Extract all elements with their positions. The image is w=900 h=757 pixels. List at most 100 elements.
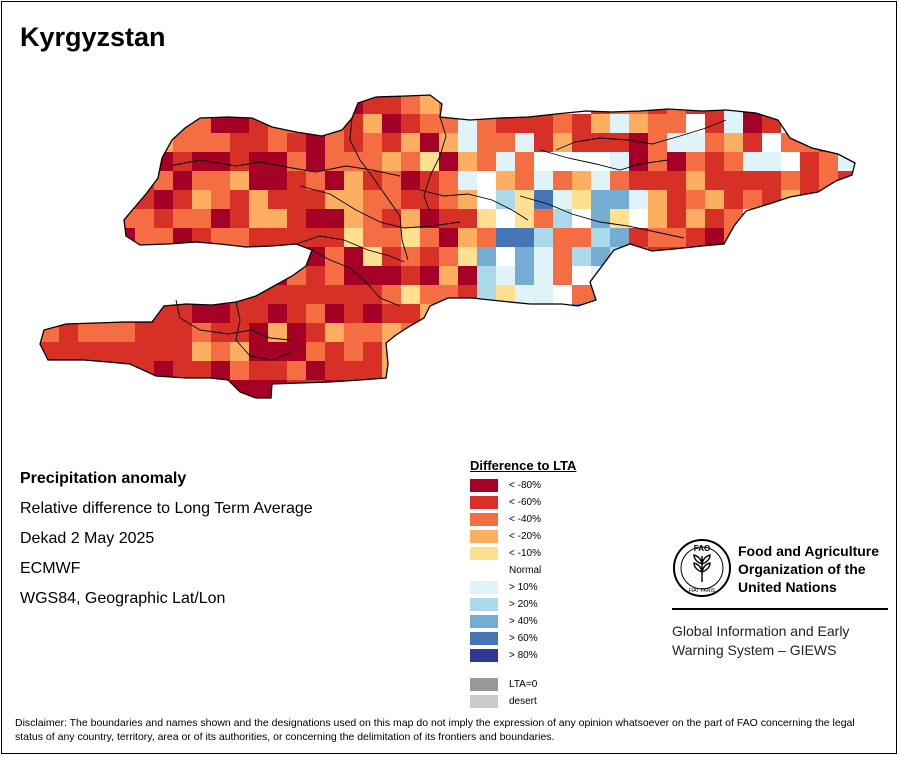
anomaly-cell [344, 133, 363, 152]
anomaly-cell [800, 361, 819, 380]
anomaly-cell [382, 342, 401, 361]
anomaly-cell [401, 380, 420, 398]
anomaly-cell [667, 171, 686, 190]
anomaly-cell [477, 114, 496, 133]
anomaly-cell [97, 304, 116, 323]
anomaly-cell [800, 342, 819, 361]
anomaly-cell [230, 114, 249, 133]
anomaly-cell [230, 342, 249, 361]
anomaly-cell [458, 133, 477, 152]
anomaly-cell [762, 323, 781, 342]
anomaly-cell [610, 228, 629, 247]
anomaly-cell [135, 190, 154, 209]
oblast-border [235, 301, 293, 361]
legend-extra-item-row: LTA=0 [470, 676, 576, 693]
anomaly-cell [97, 190, 116, 209]
anomaly-cell [857, 209, 876, 228]
anomaly-cell [116, 342, 135, 361]
anomaly-cell [781, 304, 800, 323]
anomaly-cell [135, 152, 154, 171]
anomaly-cell [439, 152, 458, 171]
legend-item-label: < -10% [509, 548, 541, 559]
anomaly-cell [135, 380, 154, 398]
anomaly-cell [838, 304, 855, 323]
anomaly-cell [686, 342, 705, 361]
anomaly-cell [857, 399, 876, 418]
anomaly-cell [800, 323, 819, 342]
anomaly-cell [78, 152, 97, 171]
anomaly-cell [629, 171, 648, 190]
anomaly-cell [838, 266, 855, 285]
anomaly-cell [59, 171, 78, 190]
anomaly-cell [344, 380, 363, 398]
anomaly-cell [857, 342, 876, 361]
anomaly-cell [458, 399, 477, 418]
anomaly-cell [800, 266, 819, 285]
anomaly-cell [477, 190, 496, 209]
anomaly-cell [382, 190, 401, 209]
anomaly-cell [686, 152, 705, 171]
anomaly-cell [78, 323, 97, 342]
anomaly-cell [724, 133, 743, 152]
anomaly-cell [496, 285, 515, 304]
anomaly-cell [705, 285, 724, 304]
anomaly-cell [401, 133, 420, 152]
anomaly-cell [211, 247, 230, 266]
anomaly-cell [78, 247, 97, 266]
anomaly-cell [154, 323, 173, 342]
anomaly-cell [420, 133, 439, 152]
anomaly-cell [230, 171, 249, 190]
anomaly-cell [116, 190, 135, 209]
anomaly-cell [439, 342, 458, 361]
anomaly-cell [743, 152, 762, 171]
anomaly-cell [401, 342, 420, 361]
anomaly-cell [363, 114, 382, 133]
anomaly-cell [819, 190, 838, 209]
anomaly-cell [192, 171, 211, 190]
anomaly-cell [401, 285, 420, 304]
anomaly-cell [515, 209, 534, 228]
anomaly-cell [306, 133, 325, 152]
anomaly-cell [135, 247, 154, 266]
anomaly-cell [477, 209, 496, 228]
anomaly-cell [686, 171, 705, 190]
anomaly-cell [477, 133, 496, 152]
anomaly-cell [610, 152, 629, 171]
anomaly-cell [819, 114, 838, 133]
anomaly-cell [496, 247, 515, 266]
legend-title: Difference to LTA [470, 458, 577, 473]
anomaly-cell [40, 209, 59, 228]
anomaly-cell [325, 342, 344, 361]
anomaly-cell [686, 190, 705, 209]
anomaly-cell [629, 209, 648, 228]
anomaly-cell [477, 228, 496, 247]
anomaly-cell [401, 247, 420, 266]
anomaly-cell [553, 114, 572, 133]
anomaly-cell [496, 114, 515, 133]
anomaly-cell [553, 380, 572, 398]
anomaly-cell [420, 209, 439, 228]
anomaly-cell [591, 114, 610, 133]
anomaly-cell [629, 361, 648, 380]
anomaly-cell [781, 228, 800, 247]
anomaly-cell [230, 152, 249, 171]
anomaly-cell [192, 266, 211, 285]
anomaly-cell [800, 304, 819, 323]
oblast-border [299, 185, 461, 229]
anomaly-cell [382, 380, 401, 398]
anomaly-cell [439, 399, 458, 418]
anomaly-cell [686, 323, 705, 342]
anomaly-cell [591, 304, 610, 323]
anomaly-cell [819, 133, 838, 152]
anomaly-cell [287, 323, 306, 342]
anomaly-cell [819, 304, 838, 323]
anomaly-cell [306, 361, 325, 380]
anomaly-cell [610, 380, 629, 398]
anomaly-cell [610, 342, 629, 361]
anomaly-cell [705, 304, 724, 323]
anomaly-cell [515, 247, 534, 266]
anomaly-cell [648, 285, 667, 304]
anomaly-cell [610, 114, 629, 133]
legend-item-row: < -40% [470, 511, 576, 528]
anomaly-cell [363, 171, 382, 190]
